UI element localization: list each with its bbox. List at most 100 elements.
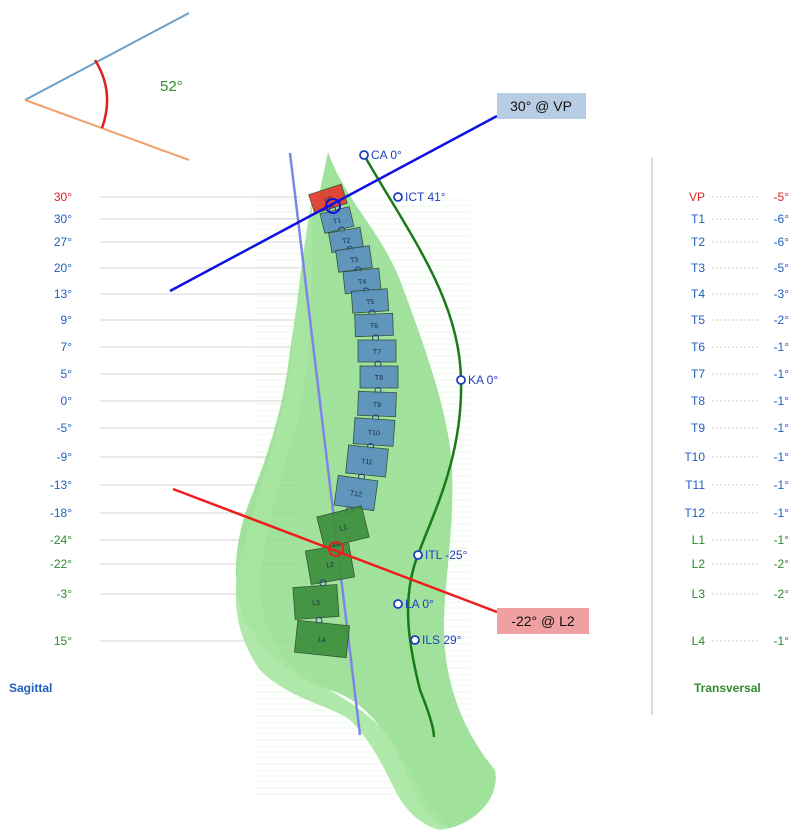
transversal-value: -1°: [774, 506, 790, 520]
vertebra-body: [350, 288, 390, 314]
landmark-marker-itl: [413, 550, 423, 560]
transversal-level: T12: [684, 506, 705, 520]
callout-vp-text: 30° @ VP: [510, 98, 572, 114]
sagittal-value: -18°: [50, 506, 72, 520]
vertebra-body: [357, 339, 397, 363]
sagittal-value: 9°: [61, 313, 73, 327]
transversal-level: T9: [691, 421, 705, 435]
sagittal-value: 27°: [54, 235, 72, 249]
vertebra-body: [354, 312, 394, 338]
vertebra-t8: T8: [359, 365, 399, 389]
transversal-level: T3: [691, 261, 705, 275]
vertebra-label: T3: [350, 256, 359, 264]
transversal-level: T5: [691, 313, 705, 327]
transversal-value: -2°: [774, 313, 790, 327]
callout-l2-box: [497, 608, 589, 634]
transversal-value: -1°: [774, 450, 790, 464]
callout-l2: -22° @ L2: [497, 608, 589, 634]
vertebra-label: T10: [368, 430, 381, 438]
transversal-level: T4: [691, 287, 705, 301]
body-edge-left: [235, 200, 450, 830]
landmarks: CA 0° ICT 41° KA 0° ITL -25° LA 0° ILS 29°: [359, 148, 498, 647]
vertebra-label: T8: [375, 375, 383, 382]
transversal-level: T10: [684, 450, 705, 464]
vertebra-t10: T10: [352, 417, 396, 447]
vertebra-l3: L3: [292, 584, 340, 620]
sagittal-values: 30° 30° 27° 20° 13° 9° 7° 5° 0° -5° -9° -13° -18° -24…: [50, 190, 72, 648]
transversal-value: -2°: [774, 587, 790, 601]
sagittal-value: -22°: [50, 557, 72, 571]
vertebra-body: [294, 619, 350, 659]
vertebra-body: [319, 206, 355, 234]
transversal-level: L2: [692, 557, 706, 571]
callout-l2-text: -22° @ L2: [511, 613, 575, 629]
transversal-level: L1: [692, 533, 706, 547]
sagittal-value: -3°: [57, 587, 73, 601]
vertebra-label: T12: [349, 490, 362, 499]
landmark-marker-ca: [359, 150, 369, 160]
landmark-label-ka: KA 0°: [468, 373, 498, 387]
transversal-value: -5°: [774, 261, 790, 275]
sagittal-title: Sagittal: [9, 681, 52, 695]
sagittal-value: -9°: [57, 450, 73, 464]
vertebra-t5: T5: [350, 288, 390, 314]
tangent-line-l2: [172, 487, 498, 614]
transversal-level: T11: [685, 478, 705, 492]
vertebra-t3: T3: [335, 245, 373, 273]
angle-ray-lower: [24, 99, 190, 161]
angle-value: 52°: [160, 78, 183, 95]
transversal-level: L4: [692, 634, 706, 648]
vp-marker: [325, 198, 341, 214]
transversal-value: -1°: [774, 340, 790, 354]
vertebra-body: [308, 183, 348, 215]
vertebra-body: [316, 505, 370, 549]
transversal-value: -1°: [774, 478, 790, 492]
tangent-line-vp: [169, 114, 498, 293]
vertebra-label: L3: [312, 600, 320, 608]
vertebra-t9: T9: [357, 390, 397, 418]
vertebra-l4: L4: [294, 619, 350, 659]
landmark-label-ca: CA 0°: [371, 148, 402, 162]
vertebra-label: T11: [361, 458, 373, 466]
vertebra-t7: T7: [357, 339, 397, 363]
landmark-label-la: LA 0°: [405, 597, 434, 611]
vertebra-label: T1: [333, 217, 343, 226]
vertebra-label: T7: [373, 349, 381, 356]
sagittal-value: 15°: [54, 634, 72, 648]
transversal-value: -6°: [774, 212, 790, 226]
sagittal-value: 20°: [54, 261, 72, 275]
callout-vp: 30° @ VP: [497, 93, 586, 119]
vertebra-label: L4: [318, 637, 327, 645]
transversal-level: T7: [691, 367, 705, 381]
vertebra-label: T2: [342, 237, 351, 245]
transversal-level: T2: [691, 235, 705, 249]
vertebra-t11: T11: [345, 444, 389, 478]
landmark-label-itl: ITL -25°: [425, 548, 468, 562]
transversal-value: -1°: [774, 394, 790, 408]
vertebra-l1: L1: [316, 505, 370, 549]
vertebra-body: [357, 390, 397, 418]
sagittal-value: -5°: [57, 421, 73, 435]
vertebra-label: T6: [370, 323, 379, 330]
vertebra-body: [345, 444, 389, 478]
transversal-value: -6°: [774, 235, 790, 249]
sagittal-value: 30°: [54, 190, 72, 204]
landmark-marker-la: [393, 599, 403, 609]
transversal-value: -1°: [774, 634, 790, 648]
transversal-value: -1°: [774, 533, 790, 547]
sagittal-value: 7°: [61, 340, 73, 354]
vertebra-t1: T1: [319, 206, 355, 234]
transversal-value: -3°: [774, 287, 790, 301]
sagittal-value: 13°: [54, 287, 72, 301]
symmetry-line: [362, 154, 463, 738]
transversal-level: T1: [691, 212, 705, 226]
angle-indicator: 52°: [24, 12, 190, 161]
sagittal-value: 30°: [54, 212, 72, 226]
transversal-title: Transversal: [694, 681, 761, 695]
vertebra-label: L2: [326, 561, 335, 569]
transversal-level: T6: [691, 340, 705, 354]
transversal-value: -2°: [774, 557, 790, 571]
angle-ray-upper: [24, 12, 190, 101]
transversal-value: -1°: [774, 367, 790, 381]
